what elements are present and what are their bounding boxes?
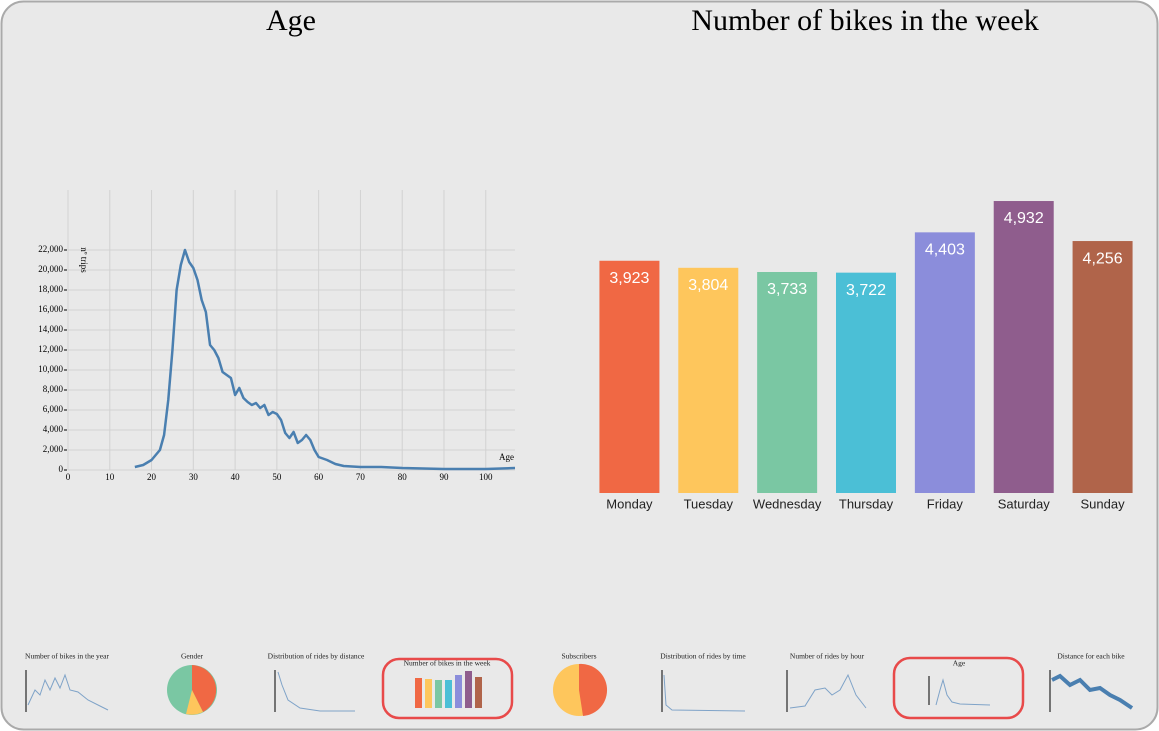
y-tick-label: 18,000 (38, 284, 63, 294)
x-axis-label: Age (499, 452, 514, 462)
thumbnail-title[interactable]: Subscribers (562, 652, 597, 661)
bar (757, 272, 818, 493)
x-tick-label: Friday (927, 496, 964, 511)
thumbnail-title[interactable]: Age (953, 659, 966, 668)
bar (914, 232, 975, 493)
value-label: 3,733 (767, 281, 807, 298)
x-tick-label: 0 (66, 472, 71, 482)
bar (599, 260, 660, 493)
chart-title: Age (266, 4, 316, 37)
value-label: 3,722 (846, 282, 886, 299)
y-tick-label: 6,000 (43, 404, 64, 414)
thumbnail-title[interactable]: Number of rides by hour (790, 652, 865, 661)
thumbnails (25, 656, 1134, 720)
y-tick-label: 2,000 (43, 444, 64, 454)
x-tick-label: 30 (189, 472, 199, 482)
y-tick-label: 4,000 (43, 424, 64, 434)
y-tick-label: 12,000 (38, 344, 63, 354)
thumbnail-title[interactable]: Gender (181, 652, 204, 661)
y-tick-label: 14,000 (38, 324, 63, 334)
x-tick-label: Tuesday (684, 496, 734, 511)
bar (836, 272, 896, 493)
x-tick-label: Thursday (839, 496, 894, 511)
value-label: 3,804 (688, 277, 728, 294)
bar (993, 201, 1054, 493)
x-tick-label: Monday (606, 496, 653, 511)
x-tick-label: 40 (231, 472, 241, 482)
y-tick-label: 10,000 (38, 364, 63, 374)
x-tick-label: 60 (314, 472, 324, 482)
age-line (134, 248, 516, 471)
x-tick-label: Wednesday (753, 496, 822, 511)
x-tick-label: 80 (398, 472, 408, 482)
y-axis-label: nº trips (79, 247, 89, 273)
x-tick-label: Sunday (1081, 496, 1126, 511)
thumbnail-title[interactable]: Distribution of rides by distance (268, 652, 365, 661)
value-label: 4,403 (925, 242, 965, 259)
y-tick-label: 20,000 (38, 264, 63, 274)
y-tick-label: 8,000 (43, 384, 64, 394)
value-label: 3,923 (609, 270, 649, 287)
y-tick-label: 22,000 (38, 244, 63, 254)
x-tick-label: Saturday (998, 496, 1051, 511)
y-tick-label: 16,000 (38, 304, 63, 314)
x-tick-label: 50 (272, 472, 282, 482)
x-tick-label: 20 (147, 472, 157, 482)
chart-title: Number of bikes in the week (691, 4, 1038, 37)
x-tick-label: 70 (356, 472, 366, 482)
thumbnail-title[interactable]: Number of bikes in the week (404, 659, 491, 668)
thumbnail-title[interactable]: Number of bikes in the year (25, 652, 109, 661)
thumbnail-title[interactable]: Distribution of rides by time (660, 652, 746, 661)
x-tick-label: 90 (439, 472, 449, 482)
value-label: 4,932 (1004, 210, 1044, 227)
value-label: 4,256 (1083, 250, 1123, 267)
x-tick-label: 100 (479, 472, 493, 482)
x-tick-label: 10 (105, 472, 115, 482)
thumbnail-title[interactable]: Distance for each bike (1057, 652, 1125, 661)
y-tick-label: 0 (59, 464, 64, 474)
bar (678, 267, 739, 493)
bar (1072, 241, 1133, 493)
